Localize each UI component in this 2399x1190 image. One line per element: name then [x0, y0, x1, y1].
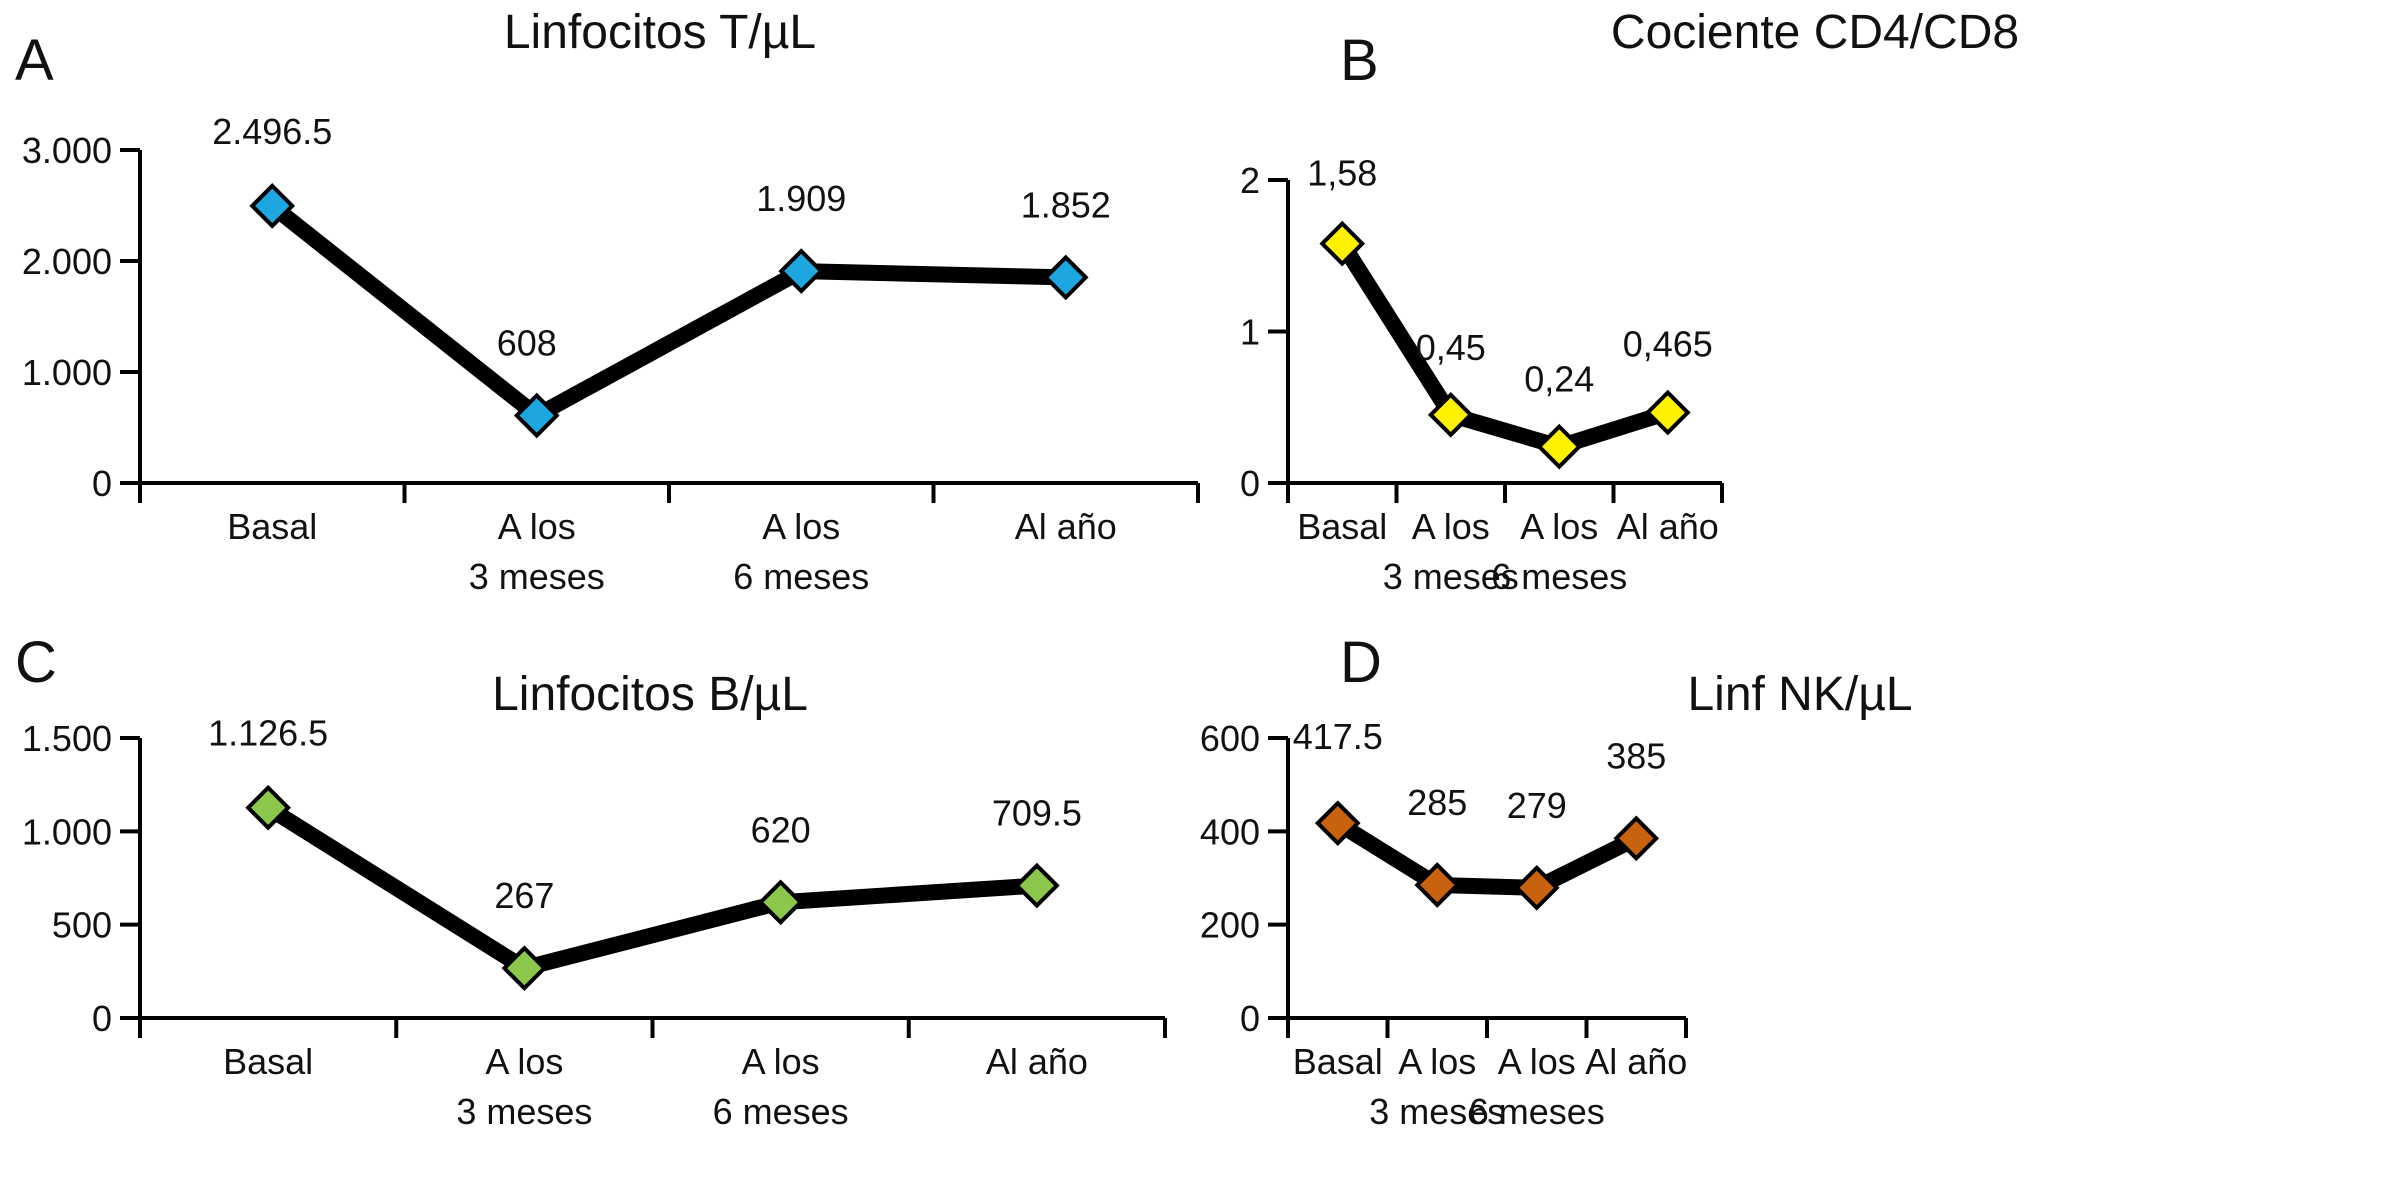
x-tick-label: A los	[1412, 506, 1490, 547]
y-tick-label: 600	[1200, 718, 1260, 759]
data-label: 1,58	[1307, 153, 1377, 194]
y-tick-label: 200	[1200, 905, 1260, 946]
chart-title: Linfocitos B/µL	[492, 668, 808, 721]
data-label: 385	[1606, 735, 1666, 776]
data-point-marker	[1644, 389, 1691, 436]
x-tick-label: 6 meses	[1469, 1091, 1605, 1132]
x-tick-label: Basal	[1293, 1041, 1383, 1082]
data-label: 2.496.5	[212, 111, 332, 152]
y-tick-label: 400	[1200, 811, 1260, 852]
data-point-marker	[757, 879, 804, 926]
data-label: 0,465	[1623, 324, 1713, 365]
data-point-marker	[1314, 800, 1361, 846]
chart-title: Linfocitos T/µL	[504, 6, 816, 59]
x-tick-label: Al año	[1617, 506, 1719, 547]
y-tick-label: 500	[52, 905, 112, 946]
y-tick-label: 2	[1240, 160, 1260, 201]
panel-letter: B	[1340, 28, 1379, 93]
data-point-marker	[1042, 254, 1089, 301]
x-tick-label: 3 meses	[1383, 556, 1519, 597]
panel-letter: C	[15, 630, 57, 695]
panel-c: C Linfocitos B/µL 0 500 1.000 1.500 Basal A los…	[15, 630, 1167, 1132]
x-tick-label: A los	[1498, 1041, 1576, 1082]
data-point-marker	[245, 784, 291, 831]
x-tick-label: 6 meses	[713, 1091, 849, 1132]
x-tick-label: Basal	[227, 506, 317, 547]
data-point-marker	[1414, 862, 1461, 908]
panel-letter: A	[15, 28, 54, 93]
x-tick-label: A los	[1398, 1041, 1476, 1082]
y-tick-label: 3.000	[22, 130, 112, 171]
data-point-marker	[513, 392, 560, 439]
data-label: 267	[494, 875, 554, 916]
data-label: 709.5	[992, 793, 1082, 834]
x-tick-label: Al año	[1585, 1041, 1687, 1082]
x-tick-label: 3 meses	[469, 556, 605, 597]
y-tick-label: 1.000	[22, 352, 112, 393]
panel-letter: D	[1340, 630, 1382, 695]
panel-a: A Linfocitos T/µL 0 1.000 2.000 3.000 Basal A l…	[15, 6, 1200, 597]
x-tick-label: Basal	[223, 1041, 313, 1082]
y-tick-label: 1	[1240, 312, 1260, 353]
x-tick-label: A los	[742, 1041, 820, 1082]
x-tick-label: 3 meses	[1369, 1091, 1505, 1132]
data-point-marker	[1536, 423, 1583, 470]
data-label: 0,45	[1416, 327, 1486, 368]
x-tick-label: A los	[1520, 506, 1598, 547]
data-point-marker	[1427, 391, 1474, 438]
x-tick-label: 6 meses	[1491, 556, 1627, 597]
x-tick-label: A los	[762, 506, 840, 547]
data-point-marker	[1513, 864, 1560, 911]
data-label: 417.5	[1293, 716, 1383, 757]
chart-title: Cociente CD4/CD8	[1611, 6, 2019, 59]
y-tick-label: 0	[92, 463, 112, 504]
x-tick-label: A los	[498, 506, 576, 547]
y-tick-label: 1.000	[22, 811, 112, 852]
data-point-marker	[1014, 862, 1060, 909]
y-tick-label: 0	[1240, 463, 1260, 504]
data-label: 0,24	[1524, 359, 1594, 400]
data-label: 285	[1407, 782, 1467, 823]
data-label: 279	[1507, 785, 1567, 826]
data-label: 620	[751, 809, 811, 850]
data-point-marker	[1319, 220, 1366, 267]
x-tick-label: Al año	[1015, 506, 1117, 547]
y-tick-label: 2.000	[22, 241, 112, 282]
data-point-marker	[501, 945, 548, 991]
x-tick-label: Basal	[1297, 506, 1387, 547]
data-label: 1.909	[756, 178, 846, 219]
data-point-marker	[778, 248, 825, 294]
series-line	[267, 199, 1066, 424]
series-line	[1335, 239, 1671, 455]
panel-d: D Linf NK/µL 0 200 400 600 Basal A los 3 meses A …	[1200, 630, 1913, 1132]
y-tick-label: 0	[92, 998, 112, 1039]
data-label: 1.852	[1021, 184, 1111, 225]
data-point-marker	[1613, 815, 1660, 862]
y-tick-label: 0	[1240, 998, 1260, 1039]
series-line	[263, 800, 1038, 977]
series-line	[1333, 816, 1640, 896]
data-label: 608	[497, 323, 557, 364]
x-tick-label: 6 meses	[733, 556, 869, 597]
x-tick-label: A los	[485, 1041, 563, 1082]
x-tick-label: 3 meses	[456, 1091, 592, 1132]
chart-title: Linf NK/µL	[1687, 668, 1912, 721]
data-label: 1.126.5	[208, 713, 328, 754]
x-tick-label: Al año	[986, 1041, 1088, 1082]
data-point-marker	[249, 183, 296, 229]
y-tick-label: 1.500	[22, 718, 112, 759]
